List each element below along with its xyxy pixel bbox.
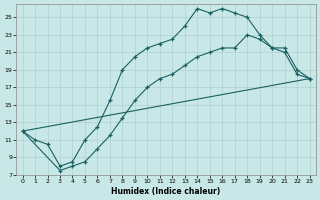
X-axis label: Humidex (Indice chaleur): Humidex (Indice chaleur) <box>111 187 221 196</box>
